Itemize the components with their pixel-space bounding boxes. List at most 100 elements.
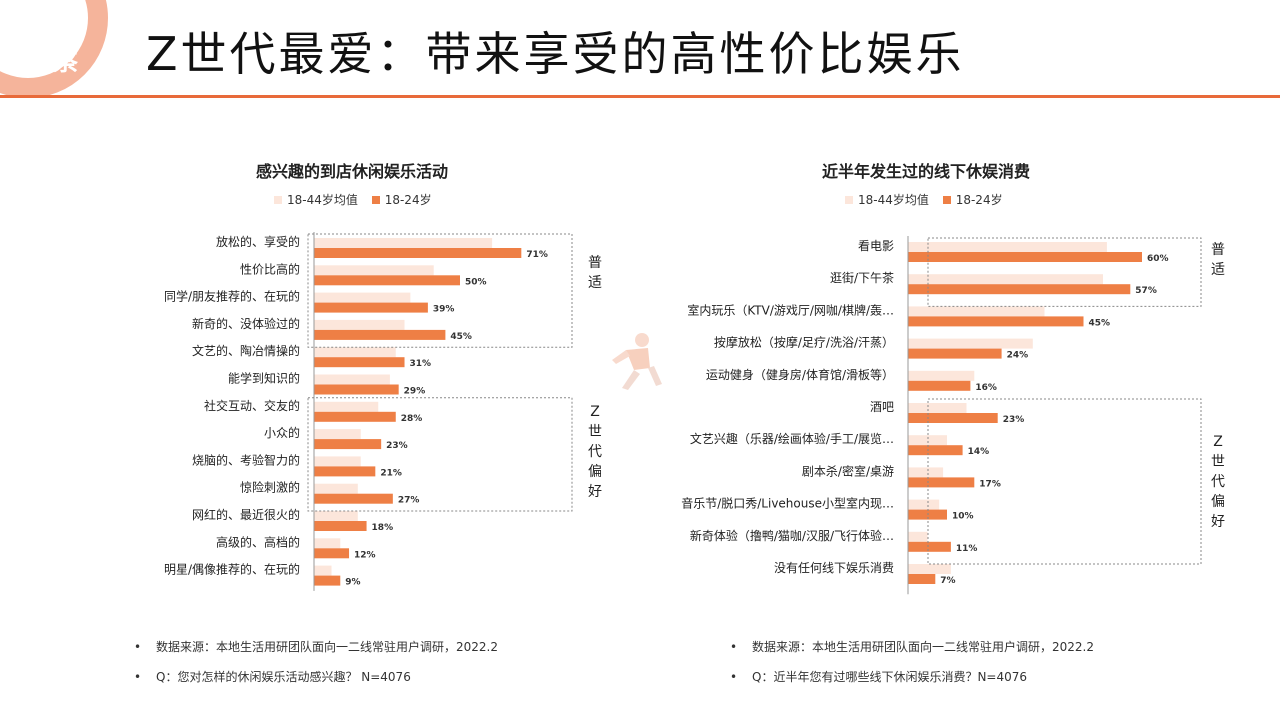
category-label: 酒吧 [870,400,894,414]
group-char: Z [1213,434,1223,450]
logo: 到店 洞察 [14,8,90,80]
bullet: • [134,670,142,684]
right-chart: 看电影 60% 逛街/下午茶 57% 室内玩乐（KTV/游戏厅/网咖/棋牌/轰… 45% 按… [681,236,1202,595]
category-label: 网红的、最近很火的 [192,507,300,522]
group-char: 适 [588,275,602,291]
bar-average [314,483,358,494]
value-label: 71% [526,250,548,260]
group-box [927,237,1202,307]
bar-18-24 [908,380,971,391]
bar-average [908,531,928,542]
category-label: 社交互动、交友的 [204,398,300,413]
category-label: 性价比高的 [240,261,300,276]
value-label: 18% [372,523,394,533]
bar-average [314,319,405,330]
legend-item-young: 18-24岁 [942,191,1003,208]
bar-average [908,564,951,574]
bar-18-24 [908,541,951,552]
right-chart-title: 近半年发生过的线下休娱消费 [821,162,1030,181]
bar-average [314,347,396,358]
right-chart-legend: 18-44岁均值 18-24岁 [845,191,1013,208]
bar-18-24 [314,302,428,313]
group-char: 代 [1211,474,1225,490]
value-label: 10% [952,512,974,522]
group-box [307,233,573,348]
legend-label-young: 18-24岁 [384,193,432,207]
value-label: 60% [1147,254,1169,264]
bar-18-24 [908,413,998,423]
bullet: • [730,670,738,684]
value-label: 27% [398,496,420,506]
value-label: 12% [354,550,376,560]
legend-swatch-average [274,196,282,204]
left-chart-legend: 18-44岁均值 18-24岁 [274,191,442,208]
value-label: 28% [401,414,423,424]
bar-18-24 [314,548,350,559]
bar-average [314,401,379,412]
bar-18-24 [908,477,975,488]
value-label: 23% [1003,415,1025,425]
value-label: 57% [1135,286,1157,296]
group-char: Z [590,404,600,420]
group-char: 世 [588,424,602,440]
bar-average [908,338,1033,349]
bar-average [314,292,411,303]
value-label: 17% [979,479,1001,489]
bar-18-24 [314,521,367,531]
bar-18-24 [908,252,1142,262]
bar-average [314,538,341,549]
legend-item-average: 18-44岁均值 [274,191,358,208]
value-label: 24% [1007,351,1029,361]
bar-18-24 [314,357,405,368]
left-chart-title: 感兴趣的到店休闲娱乐活动 [255,162,448,181]
bar-average [908,467,944,478]
bar-average [314,238,493,248]
group-char: 普 [1211,242,1225,258]
bar-18-24 [908,316,1084,327]
bar-18-24 [314,493,393,504]
legend-swatch-young [371,196,380,204]
question-text: Q：近半年您有过哪些线下休闲娱乐消费？N=4076 [752,670,1028,684]
category-label: 新奇体验（撸鸭/猫咖/汉服/飞行体验… [690,528,894,543]
legend-item-young: 18-24岁 [371,191,432,208]
bar-18-24 [314,575,341,586]
bar-average [314,374,390,385]
bar-18-24 [314,466,376,477]
bar-18-24 [314,439,382,450]
bar-average [314,265,434,276]
bar-average [314,429,361,440]
value-label: 7% [940,576,955,586]
legend-item-average: 18-44岁均值 [845,191,929,208]
value-label: 23% [386,441,408,451]
group-char: 好 [588,484,602,500]
value-label: 14% [968,447,990,457]
bar-average [908,435,947,446]
category-label: 能学到知识的 [228,371,300,386]
value-label: 45% [1089,318,1111,328]
category-label: 新奇的、没体验过的 [192,316,300,331]
category-label: 按摩放松（按摩/足疗/洗浴/汗蒸） [714,335,894,350]
page-title: Z世代最爱：带来享受的高性价比娱乐 [146,27,965,81]
right-group-label-genz: Z 世 代 偏 好 [1208,432,1228,532]
legend-label-young: 18-24岁 [955,193,1003,207]
bar-average [908,403,967,413]
bullet: • [134,640,142,654]
bar-18-24 [314,329,446,340]
category-label: 文艺兴趣（乐器/绘画体验/手工/展览… [690,431,894,446]
category-label: 运动健身（健身房/体育馆/滑板等） [706,367,894,382]
bar-average [908,370,975,381]
category-label: 放松的、享受的 [216,234,300,249]
source-text: 数据来源：本地生活用研团队面向一二线常驻用户调研，2022.2 [752,640,1094,654]
bar-18-24 [908,284,1131,295]
bar-18-24 [314,411,396,422]
bar-18-24 [908,445,963,456]
runner-watermark-icon [612,333,662,390]
group-char: 偏 [1211,494,1225,510]
category-label: 音乐节/脱口秀/Livehouse小型室内现… [681,496,894,511]
bar-average [314,456,361,467]
value-label: 50% [465,277,487,287]
bar-18-24 [314,275,460,286]
value-label: 16% [975,383,997,393]
legend-swatch-average [845,196,853,204]
category-label: 文艺的、陶冶情操的 [192,343,300,358]
